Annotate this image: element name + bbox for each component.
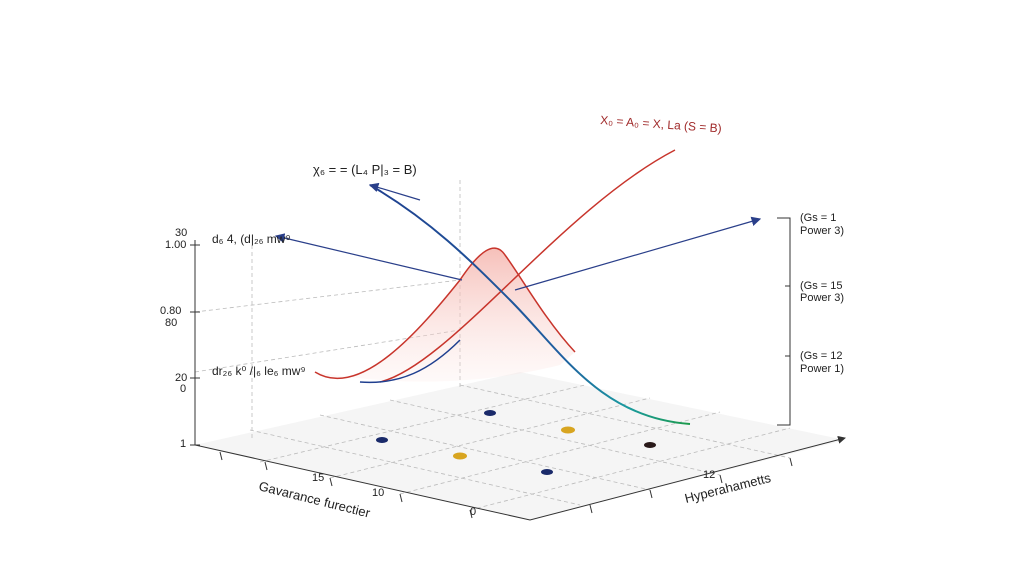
tick-label: 0.80 bbox=[160, 305, 181, 317]
tick-label: 80 bbox=[165, 317, 177, 329]
tick-label: 0 bbox=[180, 383, 186, 395]
tick-label: 1 bbox=[180, 438, 186, 450]
right-label: (Gs = 15 bbox=[800, 280, 843, 292]
right-label: Power 3) bbox=[800, 292, 844, 304]
tick-label: 10 bbox=[372, 487, 384, 499]
left-label: d₆ 4, (d|₂₆ mw⁹ bbox=[212, 232, 291, 246]
top-right-label: X₀ = A₀ = X, La (S = B) bbox=[600, 113, 722, 135]
tick-label: 15 bbox=[312, 472, 324, 484]
tick-label: 20 bbox=[175, 372, 187, 384]
right-label: (Gs = 1 bbox=[800, 212, 836, 224]
floor bbox=[190, 180, 846, 521]
tick-label: 12 bbox=[703, 469, 715, 481]
points bbox=[376, 410, 656, 475]
right-label: Power 1) bbox=[800, 363, 844, 375]
right-label: Power 3) bbox=[800, 225, 844, 237]
tick-label: 30 bbox=[175, 227, 187, 239]
left-label: dr₂₆ k⁰ /|₆ le₆ mw⁹ bbox=[212, 364, 306, 378]
right-label: (Gs = 12 bbox=[800, 350, 843, 362]
curves bbox=[274, 149, 762, 425]
tick-label: 0 bbox=[470, 506, 476, 518]
tick-label: 1.00 bbox=[165, 239, 186, 251]
axis-title: Gavarance furectier bbox=[257, 478, 372, 520]
top-left-label: χ₆ = = (L₄ P|₃ = B) bbox=[313, 162, 417, 177]
